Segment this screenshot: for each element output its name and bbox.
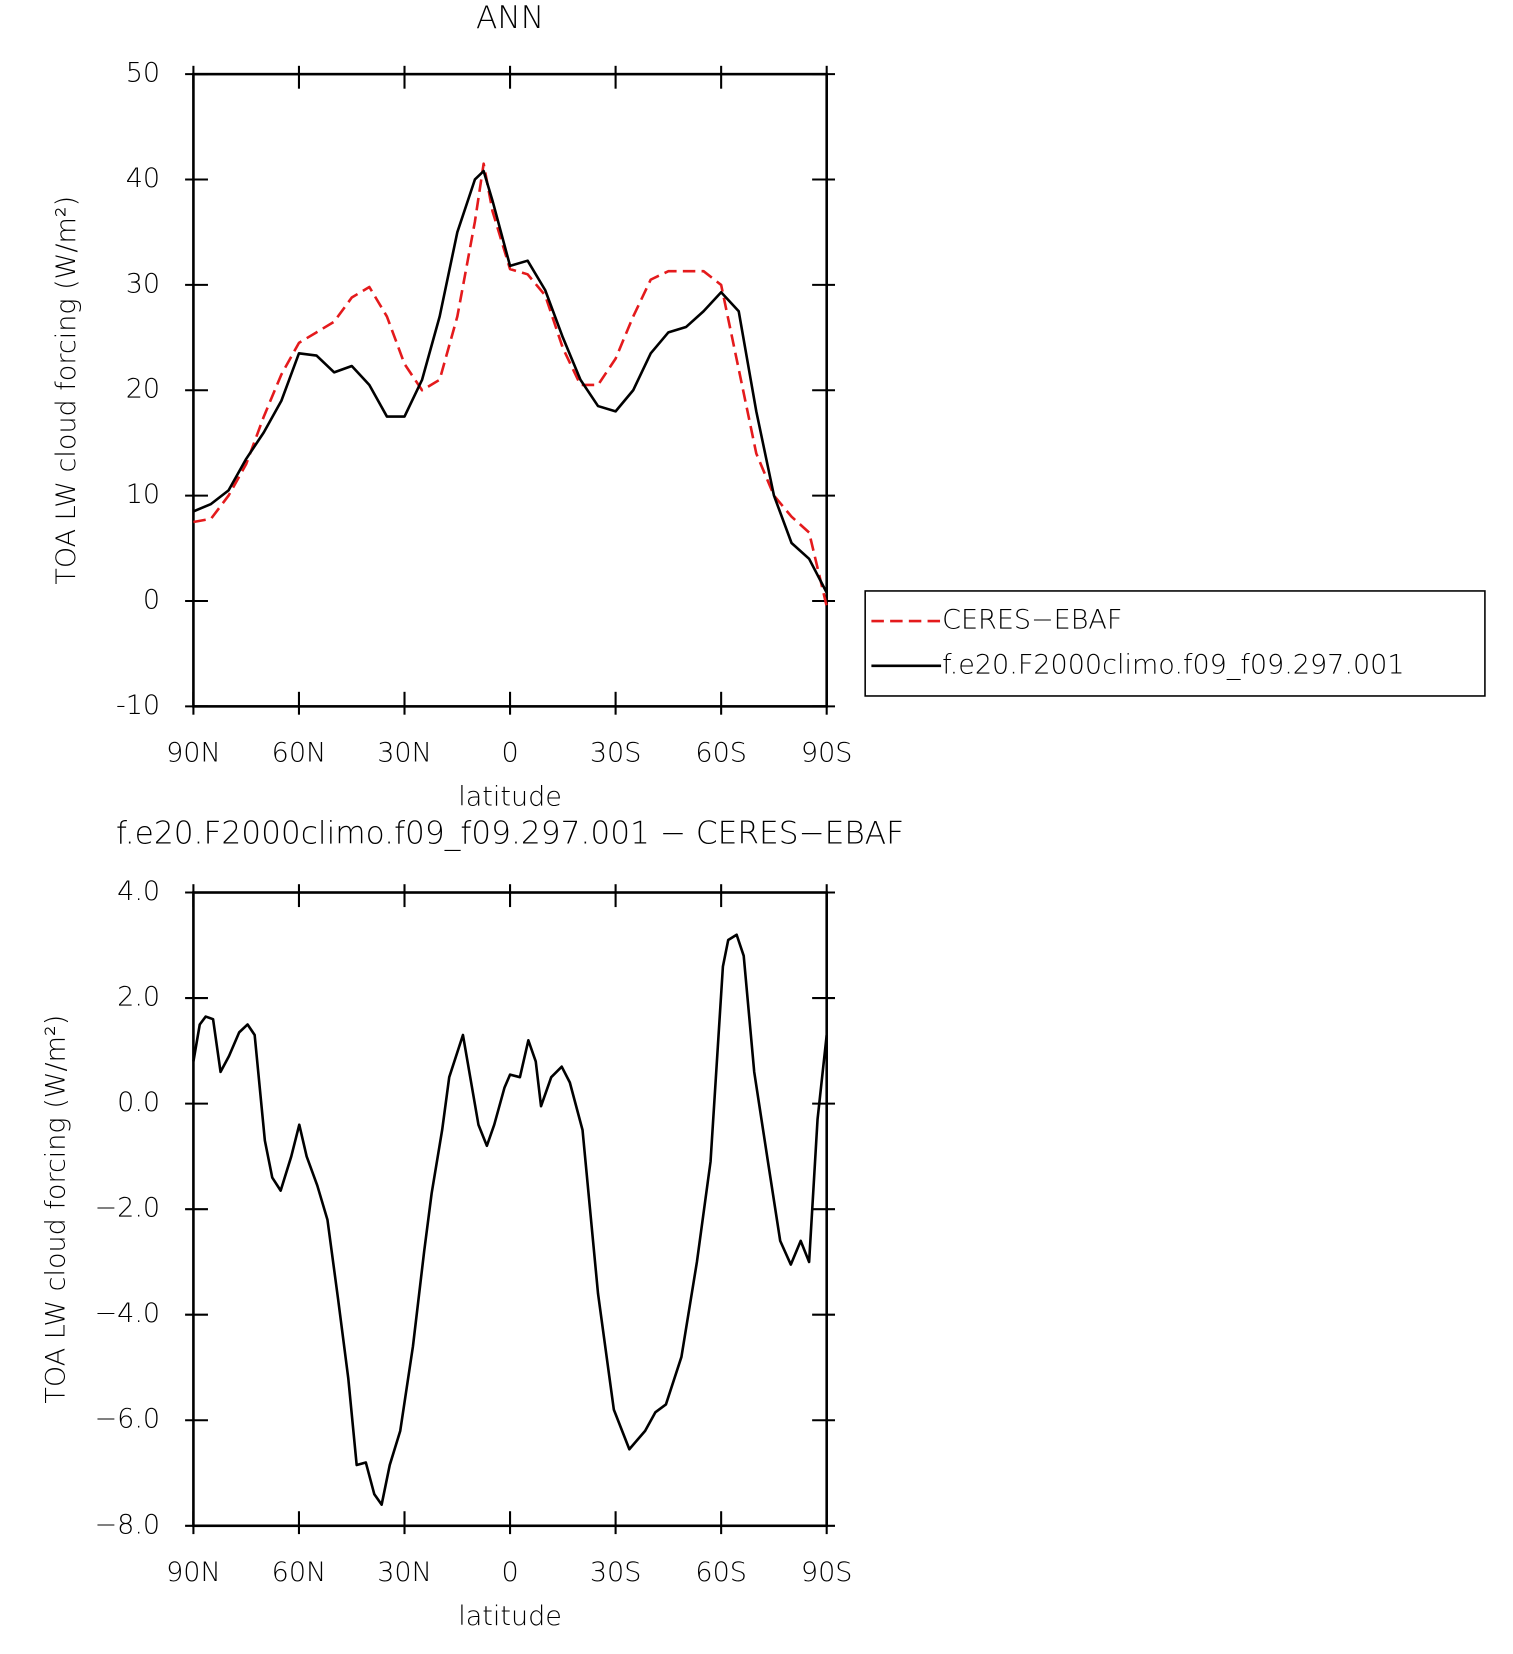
legend-box <box>864 590 1486 697</box>
y-tick-label: −6.0 <box>95 1404 161 1435</box>
y-tick-label: 20 <box>126 374 160 405</box>
x-tick-label: 60N <box>272 738 327 769</box>
y-tick-label: −2.0 <box>95 1193 161 1224</box>
x-tick-label: 30S <box>590 1557 642 1588</box>
x-axis-label: latitude <box>458 1601 562 1632</box>
x-tick-label: 90S <box>801 738 853 769</box>
x-tick-label: 60N <box>272 1557 327 1588</box>
y-tick-label: 30 <box>126 268 160 299</box>
y-tick-label: 40 <box>126 163 160 194</box>
x-axis-label: latitude <box>458 781 562 812</box>
plot-frame <box>192 72 828 708</box>
x-tick-label: 30S <box>590 738 642 769</box>
y-axis-label: TOA LW cloud forcing (W/m²) <box>41 1015 72 1404</box>
y-tick-label: 2.0 <box>117 982 160 1013</box>
data-line <box>192 169 828 594</box>
y-tick-label: 0 <box>143 585 160 616</box>
x-tick-label: 90N <box>166 1557 221 1588</box>
data-line <box>192 933 828 1506</box>
x-tick-label: 60S <box>695 738 747 769</box>
legend-label: CERES−EBAF <box>942 605 1122 636</box>
x-tick-label: 30N <box>377 738 432 769</box>
chart-title: f.e20.F2000climo.f09_f09.297.001 − CERES… <box>116 815 904 851</box>
x-tick-label: 0 <box>501 738 518 769</box>
y-axis-label: TOA LW cloud forcing (W/m²) <box>51 196 82 585</box>
x-tick-label: 60S <box>695 1557 747 1588</box>
chart-title: ANN <box>476 0 544 36</box>
x-tick-label: 90S <box>801 1557 853 1588</box>
y-tick-label: -10 <box>116 690 160 721</box>
y-tick-label: 50 <box>126 58 160 89</box>
y-tick-label: 0.0 <box>117 1087 160 1118</box>
x-tick-label: 90N <box>166 738 221 769</box>
data-line <box>193 162 828 607</box>
y-tick-label: 10 <box>126 479 160 510</box>
x-tick-label: 30N <box>377 1557 432 1588</box>
y-tick-label: −8.0 <box>95 1509 161 1540</box>
plot-frame <box>192 891 828 1528</box>
legend-label: f.e20.F2000climo.f09_f09.297.001 <box>942 649 1404 680</box>
y-tick-label: −4.0 <box>95 1298 161 1329</box>
y-tick-label: 4.0 <box>117 876 160 907</box>
x-tick-label: 0 <box>501 1557 518 1588</box>
